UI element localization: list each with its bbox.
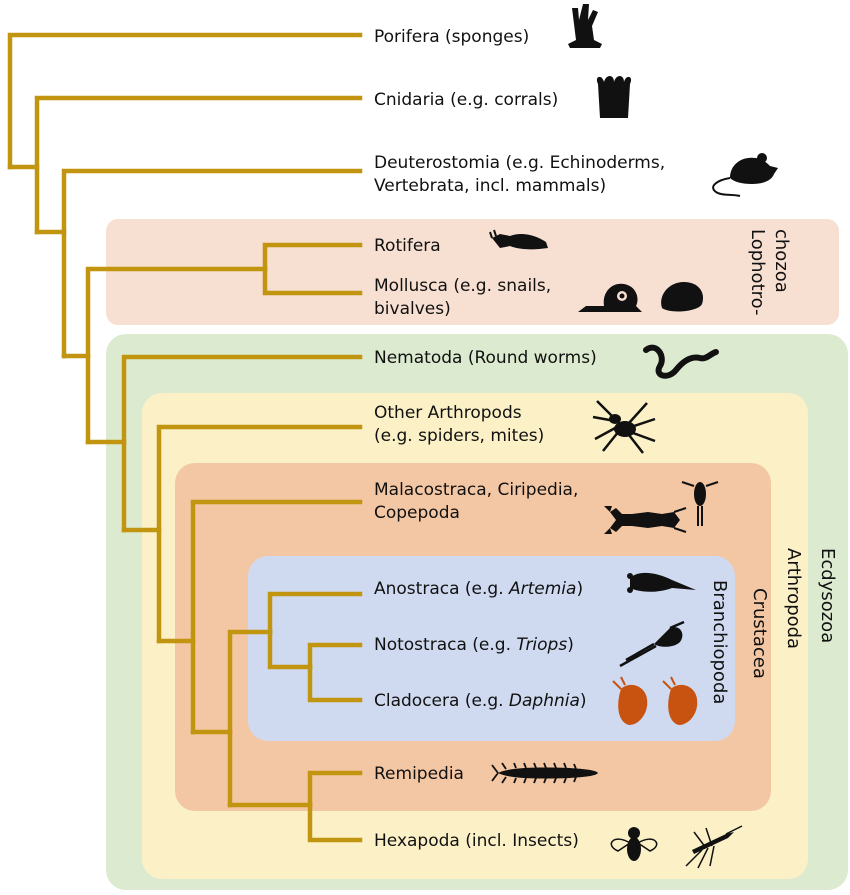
group-label-ecdysozoa: Ecdysozoa xyxy=(817,548,838,643)
branch-cladocera xyxy=(307,664,363,703)
group-label-arthropoda: Arthropoda xyxy=(783,548,804,649)
artemia-icon xyxy=(627,572,696,593)
taxon-label-cladocera-suffix: ) xyxy=(580,691,587,711)
taxon-label-notostraca-suffix: ) xyxy=(567,635,574,655)
taxon-label-hexapoda: Hexapoda (incl. Insects) xyxy=(374,831,579,851)
anemone-icon xyxy=(596,76,632,118)
branchiopoda-box xyxy=(248,556,735,741)
taxon-label-deuterostomia-line2: Vertebrata, incl. mammals) xyxy=(374,176,606,196)
branch-other-arthropods xyxy=(156,424,363,644)
taxon-label-porifera: Porifera (sponges) xyxy=(374,27,529,47)
lophotrochozoa-box xyxy=(106,219,839,325)
lobster-icon xyxy=(604,506,687,534)
taxon-label-deuterostomia-line1: Deuterostomia (e.g. Echinoderms, xyxy=(374,153,665,173)
taxon-label-mollusca-line1: Mollusca (e.g. snails, xyxy=(374,276,551,296)
branch-phyllopoda xyxy=(267,629,313,670)
group-label-lophotrochozoa: Lophotro- chozoa xyxy=(747,229,792,321)
taxon-label-notostraca-genus: Triops xyxy=(516,635,567,655)
taxon-label-remipedia: Remipedia xyxy=(374,764,464,784)
taxon-label-cnidaria: Cnidaria (e.g. corrals) xyxy=(374,90,558,110)
branch-rotifera xyxy=(262,242,363,272)
branch-cnidaria xyxy=(34,95,363,235)
taxon-label-cladocera: Cladocera (e.g. Daphnia) xyxy=(374,691,587,711)
daphnia-icon-2 xyxy=(662,676,698,725)
taxon-label-nematoda: Nematoda (Round worms) xyxy=(374,348,597,368)
daphnia-icon xyxy=(612,676,648,725)
sponge-icon xyxy=(568,4,602,48)
branch-hexapoda xyxy=(307,802,363,843)
taxon-label-anostraca-suffix: ) xyxy=(576,579,583,599)
tree-branches xyxy=(7,32,363,843)
taxon-label-anostraca-text: Anostraca (e.g. xyxy=(374,579,509,599)
taxon-label-anostraca-genus: Artemia xyxy=(508,579,576,599)
copepod-icon xyxy=(681,481,719,526)
branch-branchiopoda xyxy=(227,629,273,808)
branch-malacostraca xyxy=(190,499,363,735)
worm-icon xyxy=(643,344,719,379)
taxon-label-malacostraca-line1: Malacostraca, Ciripedia, xyxy=(374,480,578,500)
group-label-lophotrochozoa-line2: chozoa xyxy=(771,229,792,293)
taxon-label-anostraca: Anostraca (e.g. Artemia) xyxy=(374,579,583,599)
remipede-icon xyxy=(491,762,598,784)
taxon-label-other-arthropods: Other Arthropods (e.g. spiders, mites) xyxy=(374,403,544,446)
branch-mollusca xyxy=(262,266,363,296)
taxon-label-malacostraca-line2: Copepoda xyxy=(374,503,460,523)
taxon-label-cladocera-text: Cladocera (e.g. xyxy=(374,691,509,711)
branch-remipedia xyxy=(307,770,363,808)
taxon-label-malacostraca: Malacostraca, Ciripedia, Copepoda xyxy=(374,480,584,523)
branch-porifera xyxy=(7,32,363,170)
group-label-crustacea: Crustacea xyxy=(749,588,770,679)
taxon-label-rotifera: Rotifera xyxy=(374,236,441,256)
mosquito-icon xyxy=(685,825,743,869)
taxon-label-notostraca-text: Notostraca (e.g. xyxy=(374,635,516,655)
rotifer-icon xyxy=(489,229,548,250)
branch-anostraca xyxy=(267,591,363,635)
bivalve-icon xyxy=(661,282,704,312)
triops-icon xyxy=(619,620,685,668)
taxon-label-mollusca-line2: bivalves) xyxy=(374,299,451,319)
spider-icon xyxy=(592,400,656,454)
taxon-label-notostraca: Notostraca (e.g. Triops) xyxy=(374,635,574,655)
taxon-label-other-arthropods-line2: (e.g. spiders, mites) xyxy=(374,426,544,446)
mouse-icon xyxy=(712,153,778,197)
taxon-label-mollusca: Mollusca (e.g. snails, bivalves) xyxy=(374,276,557,319)
branch-notostraca xyxy=(307,642,363,670)
branch-deuterostomia xyxy=(61,168,363,359)
taxon-label-other-arthropods-line1: Other Arthropods xyxy=(374,403,522,423)
fly-icon xyxy=(610,827,658,861)
branch-nematoda xyxy=(121,354,363,533)
branch-lophotrochozoa xyxy=(85,266,268,445)
taxon-label-cladocera-genus: Daphnia xyxy=(509,691,580,711)
group-label-branchiopoda: Branchiopoda xyxy=(709,580,730,704)
taxon-label-deuterostomia: Deuterostomia (e.g. Echinoderms, Vertebr… xyxy=(374,153,671,196)
snail-icon xyxy=(578,283,642,312)
group-label-lophotrochozoa-line1: Lophotro- xyxy=(747,229,768,315)
